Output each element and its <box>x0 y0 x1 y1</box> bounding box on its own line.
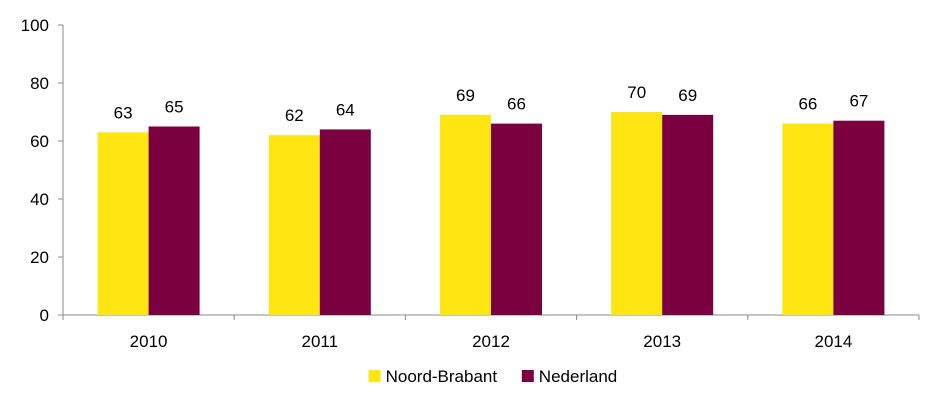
bar-nederland-2012 <box>491 123 542 315</box>
legend-swatch <box>521 370 534 382</box>
x-tick-label: 2010 <box>130 332 168 351</box>
x-tick-label: 2013 <box>643 332 681 351</box>
data-label: 66 <box>798 95 817 114</box>
y-axis-ticks: 0 20 40 60 80 100 <box>21 16 63 325</box>
bar-nederland-2010 <box>148 126 200 315</box>
x-axis-ticks: 2010 2011 2012 2013 2014 <box>62 315 920 351</box>
x-tick-label: 2014 <box>814 332 852 351</box>
data-label: 63 <box>114 103 133 122</box>
legend-label: Nederland <box>539 367 617 386</box>
data-label: 65 <box>165 98 184 117</box>
bar-noord-brabant-2014 <box>782 123 834 315</box>
y-tick-label: 40 <box>30 190 49 209</box>
x-tick-label: 2011 <box>302 332 339 351</box>
data-labels: 63 62 69 70 66 65 64 66 69 67 <box>114 83 869 125</box>
data-label: 67 <box>849 92 868 111</box>
y-tick-label: 80 <box>30 74 49 93</box>
y-tick-label: 0 <box>40 306 49 325</box>
bars <box>97 112 885 316</box>
bar-nederland-2014 <box>833 120 885 315</box>
data-label: 64 <box>336 100 355 119</box>
bar-noord-brabant-2010 <box>97 132 149 315</box>
bar-noord-brabant-2013 <box>611 112 663 315</box>
legend-label: Noord-Brabant <box>386 367 498 386</box>
y-tick-label: 20 <box>30 248 49 267</box>
bar-noord-brabant-2011 <box>268 135 320 315</box>
x-tick-label: 2012 <box>472 332 510 351</box>
y-tick-label: 60 <box>30 132 49 151</box>
bar-noord-brabant-2012 <box>440 114 491 316</box>
legend-swatch <box>368 370 381 382</box>
data-label: 69 <box>678 86 697 105</box>
data-label: 70 <box>627 83 646 102</box>
data-label: 69 <box>456 86 475 105</box>
legend: Noord-Brabant Nederland <box>368 367 617 386</box>
y-tick-label: 100 <box>21 16 49 35</box>
data-label: 66 <box>507 95 526 114</box>
bar-nederland-2013 <box>662 114 714 316</box>
data-label: 62 <box>285 106 304 125</box>
bar-nederland-2011 <box>319 129 371 315</box>
